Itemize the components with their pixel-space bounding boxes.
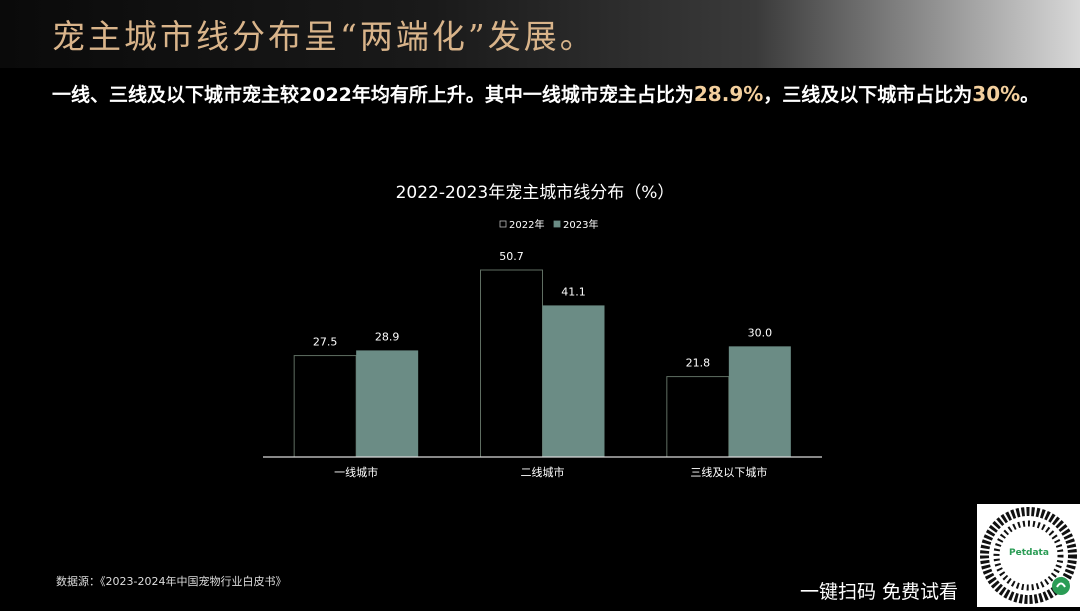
- summary-highlight-1: 28.9%: [693, 82, 764, 106]
- bar-2-1: [728, 346, 791, 457]
- data-label-0-0: 27.5: [313, 336, 338, 349]
- category-label-1: 二线城市: [521, 465, 565, 479]
- source-note: 数据源：《2023-2024年中国宠物行业白皮书》: [56, 575, 287, 588]
- data-label-0-1: 28.9: [375, 330, 400, 343]
- summary-part-2: ，三线及以下城市占比为: [763, 84, 973, 106]
- chart-title: 2022-2023年宠主城市线分布（%）: [396, 183, 675, 203]
- header-bar: 宠主城市线分布呈“两端化”发展。: [0, 0, 1080, 68]
- legend-swatch-1: [553, 220, 561, 228]
- legend-swatch-0: [499, 220, 507, 228]
- summary-part-1: 一线、三线及以下城市宠主较2022年均有所上升。其中一线城市宠主占比为: [52, 84, 694, 106]
- qr-code-icon: [980, 507, 1077, 604]
- bar-0-1: [356, 350, 419, 457]
- data-label-1-1: 41.1: [561, 285, 586, 298]
- bar-2-0: [666, 376, 730, 458]
- summary-part-3: 。: [1020, 84, 1040, 106]
- data-label-2-1: 30.0: [748, 326, 773, 339]
- page-title: 宠主城市线分布呈“两端化”发展。: [52, 17, 596, 56]
- qr-logo-text: Petdata: [1009, 548, 1049, 558]
- category-label-2: 三线及以下城市: [690, 465, 767, 479]
- legend-label-1: 2023年: [563, 218, 598, 231]
- qr-code[interactable]: Petdata: [977, 504, 1080, 607]
- summary-text: 一线、三线及以下城市宠主较2022年均有所上升。其中一线城市宠主占比为28.9%…: [52, 80, 1039, 107]
- legend-label-0: 2022年: [509, 218, 544, 231]
- summary-highlight-2: 30%: [972, 82, 1021, 106]
- bar-1-1: [542, 305, 605, 457]
- category-label-0: 一线城市: [334, 465, 378, 479]
- scan-cta-text: 一键扫码 免费试看: [800, 581, 959, 603]
- data-label-1-0: 50.7: [499, 250, 524, 263]
- bar-1-0: [480, 269, 543, 458]
- bar-0-0: [293, 355, 357, 458]
- data-label-2-0: 21.8: [686, 357, 711, 370]
